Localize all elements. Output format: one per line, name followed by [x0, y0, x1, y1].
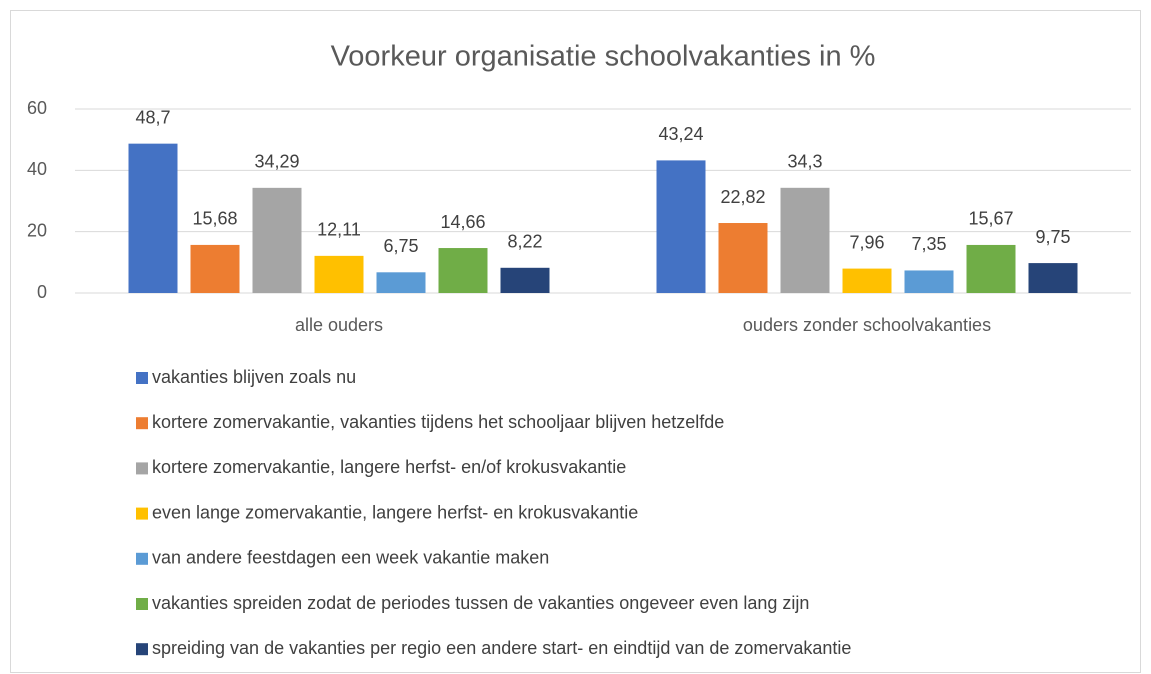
value-label: 6,75 [383, 236, 418, 256]
legend-label: kortere zomervakantie, vakanties tijdens… [152, 412, 724, 432]
legend-label: even lange zomervakantie, langere herfst… [152, 502, 638, 522]
bar [500, 267, 550, 293]
bar [376, 272, 426, 293]
bar [438, 248, 488, 293]
x-tick-label: alle ouders [295, 315, 383, 335]
bar [656, 160, 706, 293]
bar [718, 223, 768, 293]
chart-title: Voorkeur organisatie schoolvakanties in … [331, 41, 876, 73]
y-tick-label: 0 [37, 282, 47, 302]
value-label: 34,3 [787, 152, 822, 172]
bar [252, 187, 302, 293]
legend-swatch [136, 643, 148, 656]
legend-swatch [136, 598, 148, 610]
legend-label: vakanties blijven zoals nu [152, 367, 356, 387]
value-label: 15,67 [968, 209, 1013, 229]
value-label: 43,24 [658, 124, 703, 144]
value-label: 7,35 [911, 234, 946, 254]
x-tick-label: ouders zonder schoolvakanties [743, 315, 991, 335]
bar [966, 244, 1016, 293]
value-label: 48,7 [135, 107, 170, 127]
bar [128, 143, 178, 293]
value-label: 12,11 [317, 220, 361, 240]
value-label: 7,96 [849, 232, 884, 252]
bar [314, 255, 364, 293]
legend-label: vakanties spreiden zodat de periodes tus… [152, 593, 809, 613]
value-label: 9,75 [1035, 227, 1070, 247]
chart-border [10, 10, 1141, 673]
legend-label: van andere feestdagen een week vakantie … [152, 548, 549, 568]
value-label: 14,66 [440, 212, 485, 232]
y-tick-label: 20 [27, 220, 47, 240]
legend-swatch [136, 462, 148, 475]
bar [904, 270, 954, 293]
value-label: 15,68 [192, 209, 237, 229]
legend-label: spreiding van de vakanties per regio een… [152, 638, 851, 658]
legend-swatch [136, 372, 148, 384]
legend-label: kortere zomervakantie, langere herfst- e… [152, 457, 626, 477]
bar [1028, 263, 1078, 293]
legend-swatch [136, 507, 148, 520]
legend-swatch [136, 552, 148, 565]
bar [780, 187, 830, 293]
value-label: 34,29 [254, 152, 299, 172]
value-label: 8,22 [507, 232, 542, 252]
bar [190, 244, 240, 293]
value-label: 22,82 [720, 187, 765, 207]
y-tick-label: 40 [27, 159, 47, 179]
legend-swatch [136, 417, 148, 430]
bar [842, 268, 892, 293]
y-tick-label: 60 [27, 98, 47, 118]
